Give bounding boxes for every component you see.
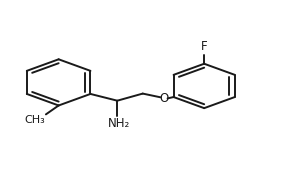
Text: F: F xyxy=(201,40,208,54)
Text: CH₃: CH₃ xyxy=(24,115,45,125)
Text: O: O xyxy=(159,91,168,105)
Text: NH₂: NH₂ xyxy=(108,117,130,130)
